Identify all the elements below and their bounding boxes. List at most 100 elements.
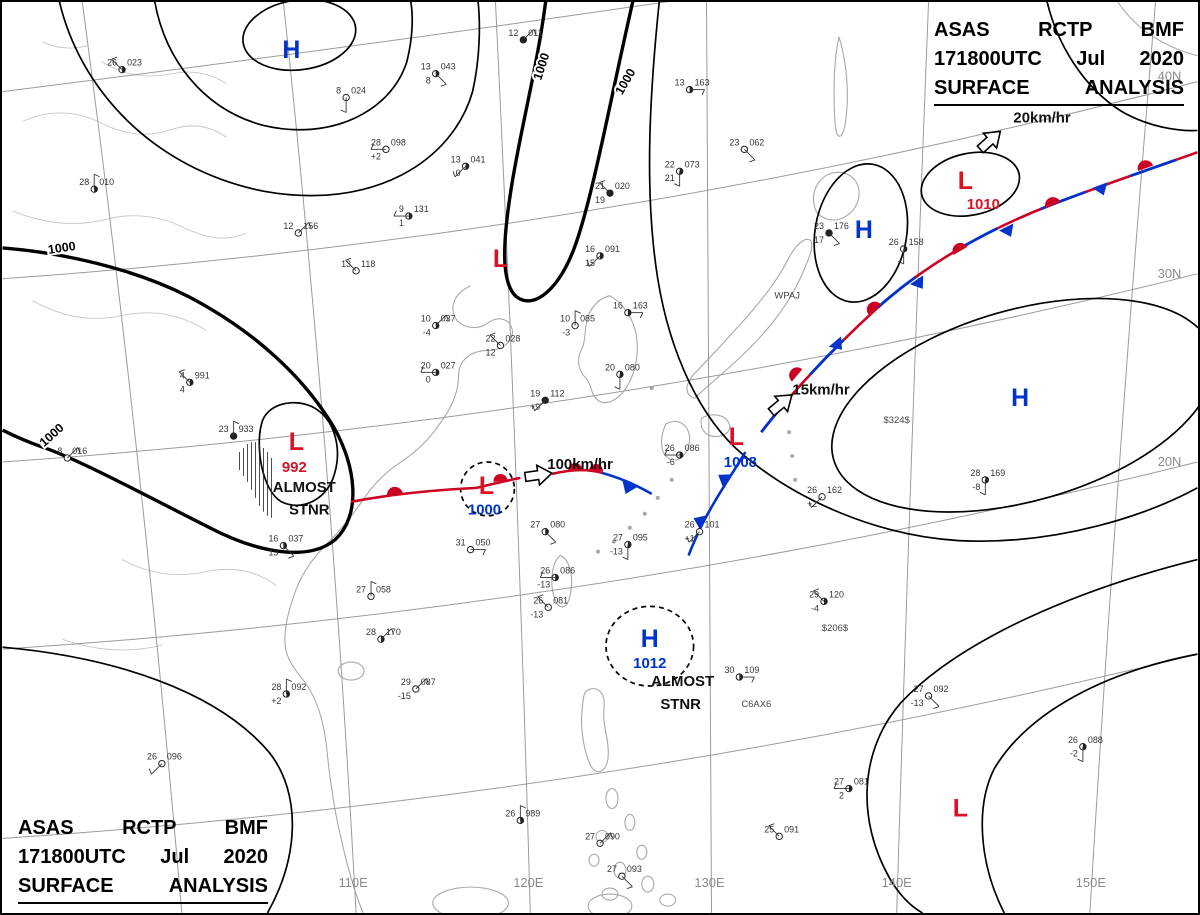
annotation: 20km/hr xyxy=(1013,109,1070,126)
station-temp: 27 xyxy=(585,831,595,841)
station-pressure: 043 xyxy=(441,62,456,72)
station-temp: 10 xyxy=(421,314,431,324)
station-temp: 13 xyxy=(675,78,685,88)
wind-barb-tick-icon xyxy=(308,222,312,229)
station-plot: 26 989 xyxy=(505,805,540,825)
station-plot: 20 027 0 xyxy=(420,360,456,384)
station-pressure: 010 xyxy=(99,177,114,187)
station-pressure: 112 xyxy=(550,388,564,398)
station-pressure: 080 xyxy=(625,362,640,372)
wind-barb-icon xyxy=(768,825,780,837)
station-dewpoint: -13 xyxy=(610,547,623,557)
station-dewpoint: -13 xyxy=(530,609,543,619)
wind-barb-icon xyxy=(544,531,557,543)
cloud-cover-half-icon xyxy=(848,785,853,792)
pressure-center-h: H xyxy=(855,216,873,244)
station-pressure: 163 xyxy=(695,78,710,88)
station-pressure: 041 xyxy=(471,154,486,164)
station-pressure: 989 xyxy=(525,808,540,818)
cloud-cover-half-icon xyxy=(189,379,193,386)
pressure-value: 992 xyxy=(282,459,307,476)
station-temp: 29 xyxy=(401,677,411,687)
grid-label: 30N xyxy=(1158,266,1182,281)
wind-barb-icon xyxy=(283,545,295,557)
station-pressure: 091 xyxy=(605,244,620,254)
station-pressure: 020 xyxy=(615,181,630,191)
station-plot: 10 085 -3 xyxy=(560,310,595,338)
station-temp: 25 xyxy=(764,824,774,834)
wind-barb-icon xyxy=(435,73,447,85)
title-block-top-right: ASAS RCTP BMF 171800UTC Jul 2020 SURFACE… xyxy=(934,16,1184,106)
wind-barb-tick-icon xyxy=(340,109,347,113)
wind-barb-tick-icon xyxy=(148,768,152,775)
warm-front-symbol xyxy=(493,474,508,482)
station-plot: 20 080 xyxy=(605,362,640,390)
station-pressure: 162 xyxy=(827,485,842,495)
pressure-center-l: L xyxy=(479,472,494,500)
cloud-cover-half-icon xyxy=(985,476,989,484)
station-dewpoint: +1 xyxy=(684,534,694,544)
wind-barb-icon xyxy=(599,182,611,194)
wind-barb-tick-icon xyxy=(979,491,986,496)
wind-barb-tick-icon xyxy=(674,183,680,187)
station-plot: 27 090 xyxy=(585,831,620,847)
station-pressure: 086 xyxy=(685,443,700,453)
station-temp: 20 xyxy=(421,360,431,370)
station-plot: 8 024 xyxy=(336,86,366,113)
station-temp: 12 xyxy=(283,221,293,231)
station-dewpoint: -8 xyxy=(972,482,980,492)
wind-barb-tick-icon xyxy=(94,173,100,178)
station-temp: 26 xyxy=(1068,735,1078,745)
pressure-value: 1010 xyxy=(967,196,1000,213)
station-temp: 16 xyxy=(585,244,595,254)
grid-label: 150E xyxy=(1076,875,1107,890)
station-pressure: 088 xyxy=(1088,735,1103,745)
station-temp: 13 xyxy=(451,154,461,164)
station-plot: 26 101 +1 xyxy=(684,520,719,544)
wind-barb-tick-icon xyxy=(749,159,756,163)
cloud-cover-half-icon xyxy=(824,598,828,605)
station-temp: 31 xyxy=(456,538,466,548)
station-dewpoint: 0 xyxy=(426,374,431,384)
station-temp: 12 xyxy=(508,28,518,38)
wind-barb-icon xyxy=(380,628,392,640)
annotation: STNR xyxy=(289,502,330,519)
station-pressure: 028 xyxy=(505,334,520,344)
station-pressure: 169 xyxy=(990,468,1005,478)
station-plot: 27 095 -13 xyxy=(610,533,648,560)
station-plot: 26 162 +2 xyxy=(807,485,842,509)
station-plot: 16 037 13 xyxy=(268,534,303,559)
cloud-cover-half-icon xyxy=(619,371,624,378)
wind-barb-tick-icon xyxy=(574,310,581,314)
wind-barb-icon xyxy=(928,695,940,707)
station-plot: 31 050 xyxy=(456,538,491,556)
wind-barb-tick-icon xyxy=(586,260,590,267)
station-pressure: 092 xyxy=(934,684,949,694)
cloud-cover-half-icon xyxy=(679,168,683,175)
pressure-center-l: L xyxy=(289,428,304,456)
wind-barb-icon xyxy=(813,590,825,602)
wind-barb-icon xyxy=(744,149,756,161)
wind-barb-tick-icon xyxy=(686,536,690,543)
station-plot: 30 109 xyxy=(724,665,759,683)
wind-barb-tick-icon xyxy=(833,782,837,789)
chart-type: SURFACE ANALYSIS xyxy=(934,74,1184,106)
station-dewpoint: 12 xyxy=(485,347,495,357)
station-temp: 19 xyxy=(530,388,540,398)
station-pressure: 109 xyxy=(744,665,759,675)
annotation: ALMOST xyxy=(651,673,714,690)
station-dewpoint: 2 xyxy=(839,791,844,801)
wind-barb-icon xyxy=(828,232,840,244)
station-pressure: 085 xyxy=(580,314,595,324)
station-temp: 9 xyxy=(399,204,404,214)
station-pressure: 087 xyxy=(421,677,436,687)
wind-barb-tick-icon xyxy=(420,366,424,373)
wind-barb-tick-icon xyxy=(532,405,536,411)
chart-datetime: 171800UTC Jul 2020 xyxy=(18,846,268,868)
station-pressure: 027 xyxy=(441,360,456,370)
station-pressure: 037 xyxy=(441,314,456,324)
cloud-cover-half-icon xyxy=(679,451,683,459)
station-plot: 26 086 -13 xyxy=(537,565,575,589)
